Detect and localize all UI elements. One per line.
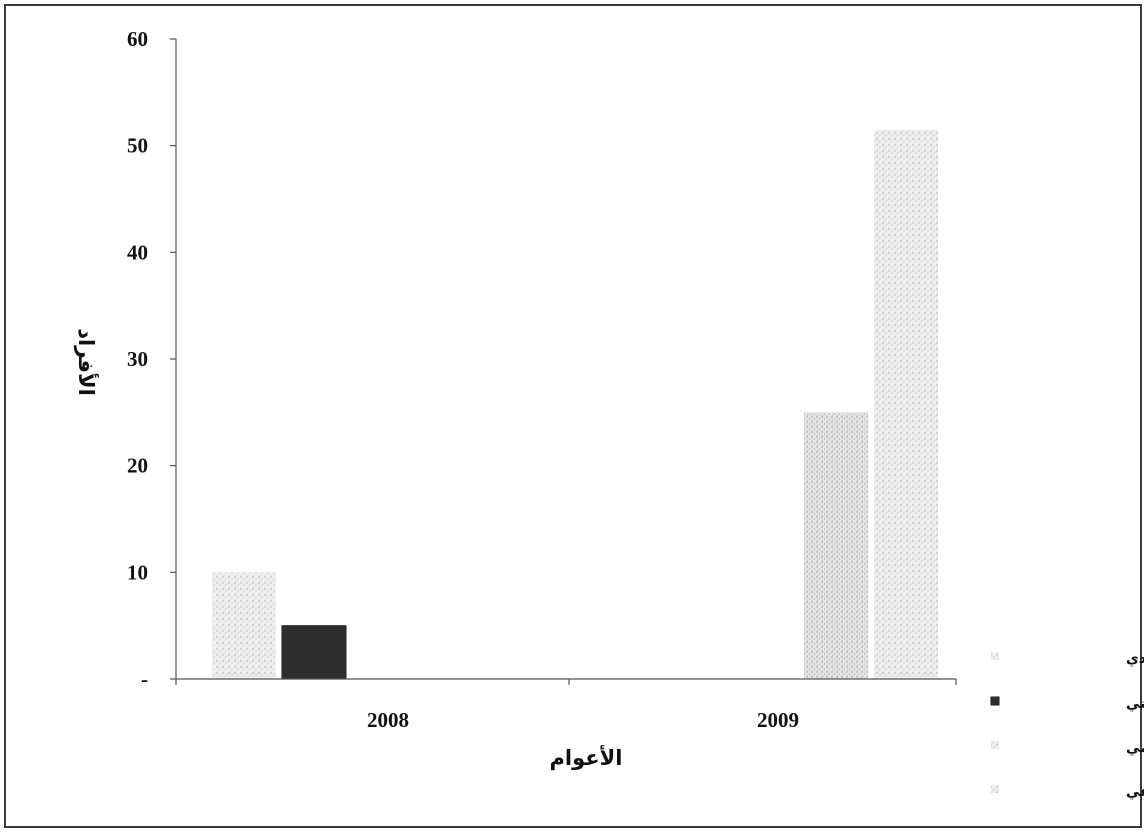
bar-chart: - 10 20 30 40 50 60 2008 2009 الأعوام الأفراد التأ… — [74, 27, 1144, 800]
bar-3-2008 — [281, 625, 347, 680]
legend-marker-1 — [991, 652, 999, 660]
y-tick-label-20: 20 — [127, 454, 148, 478]
axes-layer — [170, 38, 957, 685]
legend-marker-3 — [991, 741, 999, 749]
y-axis-title: الأفراد — [74, 328, 100, 396]
bars-layer — [212, 129, 938, 680]
labels-layer: - 10 20 30 40 50 60 2008 2009 الأعوام الأفراد — [74, 27, 799, 770]
legend-label-4: التأهيل الاجتماعي — [1126, 782, 1144, 800]
y-tick-label-0: - — [141, 667, 148, 691]
chart-frame: - 10 20 30 40 50 60 2008 2009 الأعوام الأفراد التأ… — [4, 4, 1144, 828]
bar-1-2009 — [804, 412, 868, 679]
legend-label-1: التأهيل الأقتصادي — [1126, 649, 1144, 668]
x-tick-label-2009: 2009 — [757, 708, 799, 732]
legend: التأهيل الأقتصادي التأهيل المهني التأهيل ا… — [990, 649, 1144, 800]
y-tick-label-60: 60 — [127, 27, 148, 51]
bar-2-2008 — [212, 572, 276, 679]
x-axis-title: الأعوام — [550, 744, 623, 770]
legend-marker-2 — [990, 696, 1000, 706]
y-tick-label-40: 40 — [127, 240, 148, 264]
legend-label-2: التأهيل المهني — [1126, 694, 1144, 712]
legend-label-3: التأهيل العلمي — [1126, 738, 1144, 756]
legend-marker-4 — [991, 785, 999, 793]
y-tick-label-30: 30 — [127, 347, 148, 371]
x-tick-label-2008: 2008 — [367, 708, 409, 732]
y-tick-label-10: 10 — [127, 560, 148, 584]
bar-4-2009 — [874, 129, 938, 680]
y-tick-label-50: 50 — [127, 134, 148, 158]
